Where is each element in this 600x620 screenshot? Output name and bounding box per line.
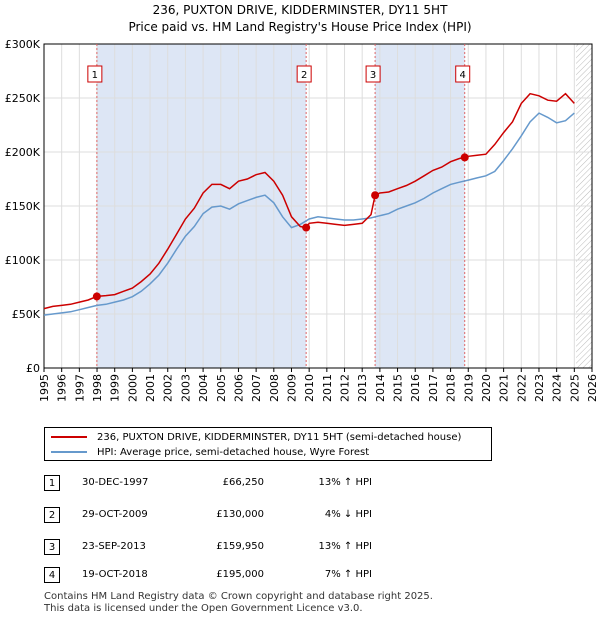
x-tick-label: 2020	[480, 374, 493, 402]
transaction-label-box	[365, 65, 381, 83]
transaction-label-box	[455, 65, 471, 83]
legend-swatch-hpi	[51, 451, 87, 453]
y-tick-label: £200K	[5, 146, 41, 159]
x-tick-label: 2002	[162, 374, 175, 402]
transaction-number: 4	[44, 567, 60, 583]
x-tick-label: 2018	[445, 374, 458, 402]
transaction-number: 3	[44, 539, 60, 555]
x-tick-label: 2015	[392, 374, 405, 402]
transaction-date: 29-OCT-2009	[82, 509, 148, 520]
transaction-price: £130,000	[216, 509, 264, 520]
x-tick-label: 2006	[232, 374, 245, 402]
x-tick-label: 2023	[533, 374, 546, 402]
x-tick-label: 1998	[91, 374, 104, 402]
x-tick-label: 2024	[551, 374, 564, 402]
x-tick-label: 2026	[586, 374, 599, 402]
footer-copyright: Contains HM Land Registry data © Crown c…	[44, 591, 433, 602]
transaction-point	[92, 292, 101, 301]
transaction-price: £159,950	[216, 541, 264, 552]
transaction-number: 2	[44, 507, 60, 523]
legend-item-property: 236, PUXTON DRIVE, KIDDERMINSTER, DY11 5…	[51, 430, 461, 444]
transaction-hpi: 13% ↑ HPI	[318, 477, 372, 488]
x-tick-label: 1999	[109, 374, 122, 402]
chart-subtitle: Price paid vs. HM Land Registry's House …	[128, 20, 472, 34]
transaction-point	[302, 223, 311, 232]
y-tick-label: £100K	[5, 254, 41, 267]
transaction-label: 3	[370, 70, 376, 81]
legend-swatch-property	[51, 436, 87, 438]
x-tick-label: 1997	[73, 374, 86, 402]
transaction-date: 23-SEP-2013	[82, 541, 146, 552]
transaction-number: 1	[44, 475, 60, 491]
x-tick-label: 2000	[126, 374, 139, 402]
legend-label-hpi: HPI: Average price, semi-detached house,…	[97, 446, 370, 458]
transaction-price: £66,250	[222, 477, 264, 488]
y-tick-label: £50K	[12, 308, 41, 321]
x-tick-label: 1995	[38, 374, 51, 402]
legend-label-property: 236, PUXTON DRIVE, KIDDERMINSTER, DY11 5…	[97, 431, 462, 443]
price-chart: £0 £50K £100K £150K £200K £250K £300K 1995 1996 1…	[5, 38, 599, 402]
x-tick-label: 2011	[321, 374, 334, 402]
y-tick-label: £250K	[5, 92, 41, 105]
transaction-label: 2	[301, 70, 307, 81]
x-tick-label: 2021	[498, 374, 511, 402]
x-tick-label: 2004	[197, 374, 210, 402]
x-tick-label: 2009	[285, 374, 298, 402]
x-tick-label: 2003	[179, 374, 192, 402]
transaction-point	[371, 191, 380, 200]
transaction-label-box	[296, 65, 312, 83]
transaction-hpi: 7% ↑ HPI	[324, 569, 372, 580]
transaction-label: 1	[92, 70, 98, 81]
chart-title: 236, PUXTON DRIVE, KIDDERMINSTER, DY11 5…	[152, 3, 448, 17]
x-tick-label: 1996	[56, 374, 69, 402]
legend-item-hpi: HPI: Average price, semi-detached house,…	[51, 445, 369, 459]
x-tick-label: 2001	[144, 374, 157, 402]
x-tick-label: 2016	[409, 374, 422, 402]
y-tick-label: £300K	[5, 38, 41, 51]
x-tick-label: 2017	[427, 374, 440, 402]
x-tick-label: 2008	[268, 374, 281, 402]
plot-border	[43, 43, 593, 369]
transaction-price: £195,000	[216, 569, 264, 580]
transaction-point	[460, 153, 469, 162]
x-tick-label: 2025	[568, 374, 581, 402]
transaction-hpi: 4% ↓ HPI	[324, 509, 372, 520]
x-tick-label: 2013	[356, 374, 369, 402]
legend: 236, PUXTON DRIVE, KIDDERMINSTER, DY11 5…	[44, 427, 492, 461]
transaction-label-box	[87, 65, 103, 83]
x-tick-label: 2007	[250, 374, 263, 402]
x-tick-label: 2019	[462, 374, 475, 402]
transaction-label: 4	[460, 70, 466, 81]
hpi-line	[43, 112, 575, 316]
footer-licence: This data is licensed under the Open Gov…	[44, 603, 363, 614]
x-tick-label: 2022	[515, 374, 528, 402]
y-tick-label: £150K	[5, 200, 41, 213]
property-price-line	[43, 92, 575, 310]
transaction-date: 19-OCT-2018	[82, 569, 148, 580]
x-tick-label: 2014	[374, 374, 387, 402]
y-tick-label: £0	[26, 362, 40, 375]
transaction-hpi: 13% ↑ HPI	[318, 541, 372, 552]
x-tick-label: 2010	[303, 374, 316, 402]
x-tick-label: 2012	[339, 374, 352, 402]
x-tick-label: 2005	[215, 374, 228, 402]
transaction-date: 30-DEC-1997	[82, 477, 149, 488]
